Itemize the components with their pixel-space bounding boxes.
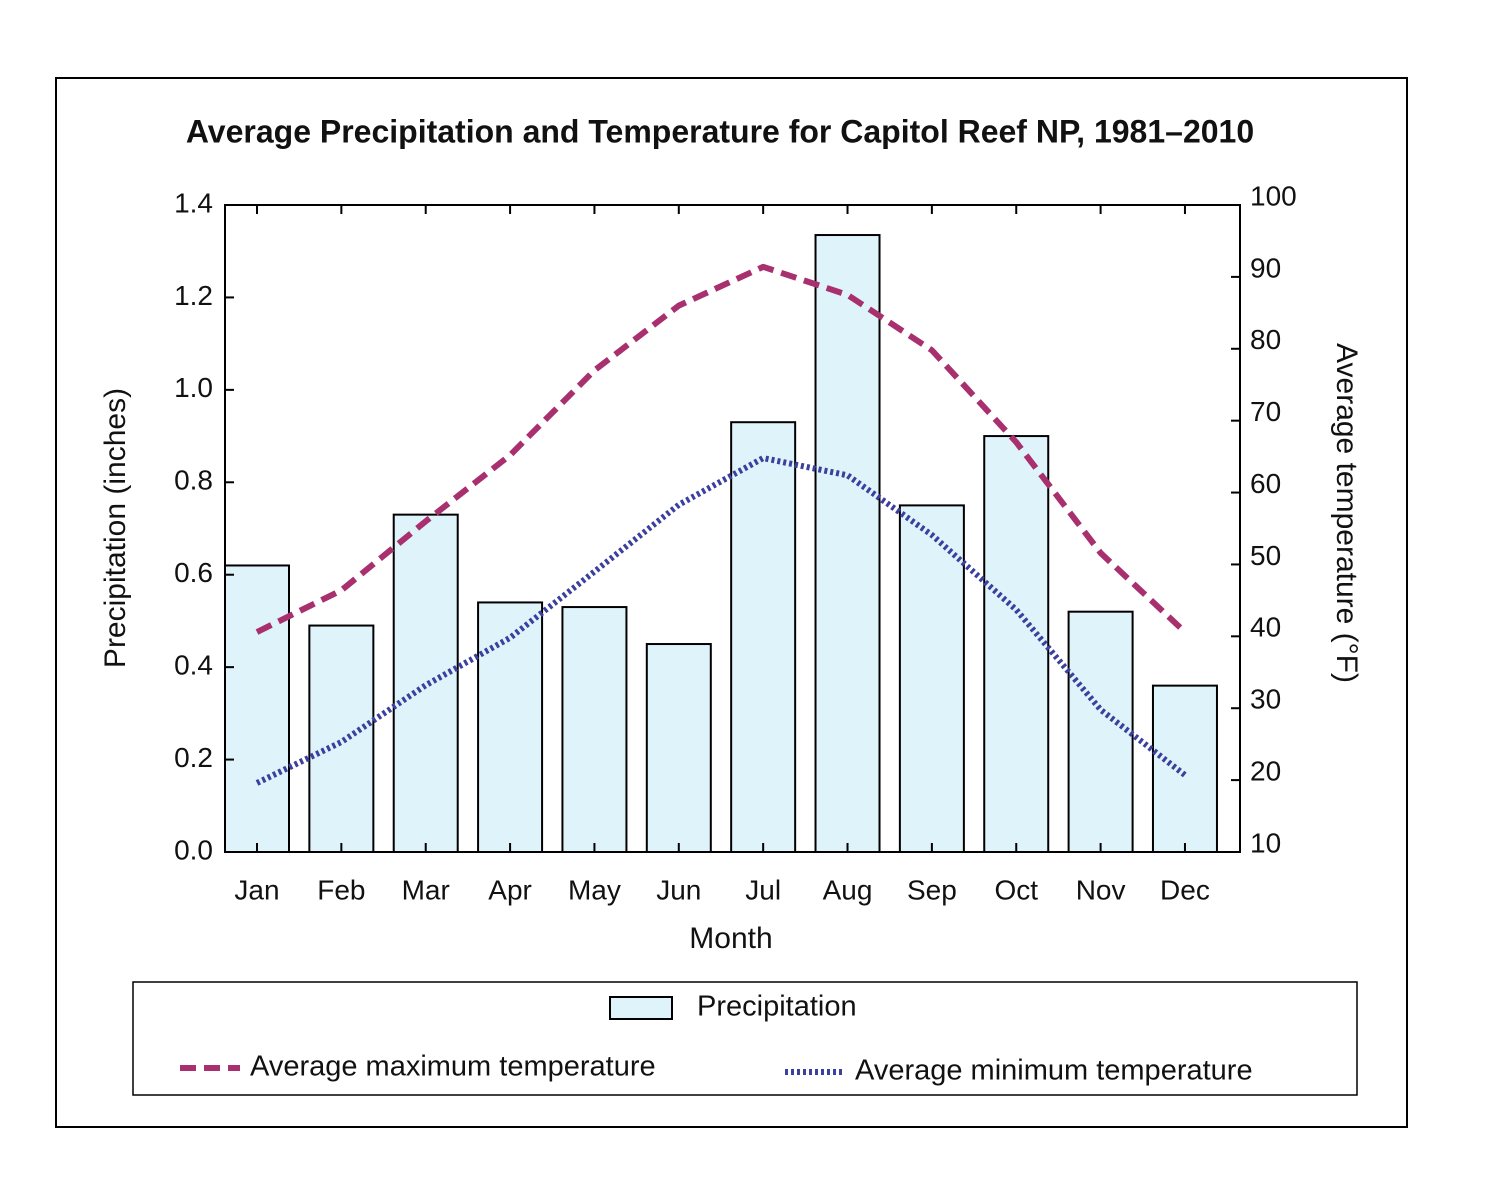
x-tick-label: Jun [656, 874, 701, 905]
y2-tick-label: 100 [1250, 180, 1297, 211]
x-tick-label: Feb [317, 874, 365, 905]
y-tick-label: 0.6 [174, 557, 213, 588]
bar [1151, 684, 1218, 854]
y2-tick-label: 60 [1250, 468, 1281, 499]
bar [224, 564, 290, 853]
y2-tick-label: 20 [1250, 756, 1281, 787]
y2-tick-label: 50 [1250, 540, 1281, 571]
x-tick-label: Oct [994, 874, 1038, 905]
bar [730, 421, 797, 853]
x-tick-label: Sep [907, 874, 957, 905]
x-tick-label: Nov [1076, 874, 1126, 905]
x-axis-label: Month [689, 922, 772, 955]
x-tick-label: Apr [488, 874, 532, 905]
y-tick-label: 0.8 [174, 465, 213, 496]
legend-label: Average maximum temperature [250, 1051, 656, 1083]
y2-axis-label: Average temperature (°F) [1330, 343, 1363, 683]
line [255, 263, 1188, 635]
bar [645, 643, 712, 853]
y2-tick-label: 80 [1250, 324, 1281, 355]
x-tick-label: Dec [1160, 874, 1210, 905]
legend [132, 981, 1358, 1096]
bar [561, 606, 628, 853]
y2-tick-label: 10 [1250, 827, 1281, 858]
x-tick-label: May [568, 874, 621, 905]
y2-tick-label: 90 [1250, 252, 1281, 283]
y-tick-label: 0.0 [174, 834, 213, 865]
plot-frame [224, 204, 1241, 853]
y-tick-label: 0.2 [174, 742, 213, 773]
y-tick-label: 0.4 [174, 650, 213, 681]
y-tick-label: 1.2 [174, 280, 213, 311]
x-tick-label: Jul [745, 874, 781, 905]
bar [477, 601, 544, 854]
legend-label: Average minimum temperature [855, 1055, 1253, 1087]
x-tick-label: Aug [823, 874, 873, 905]
frame [55, 77, 1408, 1128]
bar [898, 504, 965, 853]
legend-label: Precipitation [697, 991, 857, 1023]
y-tick-label: 1.4 [174, 187, 213, 218]
y-tick-label: 1.0 [174, 372, 213, 403]
y2-tick-label: 30 [1250, 684, 1281, 715]
bar [308, 624, 375, 853]
chart-title: Average Precipitation and Temperature fo… [186, 113, 1254, 149]
bar [983, 435, 1050, 853]
x-tick-label: Jan [234, 874, 279, 905]
x-tick-label: Mar [402, 874, 450, 905]
bar [392, 513, 459, 854]
legend-swatch [609, 996, 673, 1020]
bar [814, 234, 881, 853]
y-axis-label: Precipitation (inches) [99, 388, 132, 668]
y2-tick-label: 40 [1250, 612, 1281, 643]
bar [1067, 610, 1134, 854]
y2-tick-label: 70 [1250, 396, 1281, 427]
